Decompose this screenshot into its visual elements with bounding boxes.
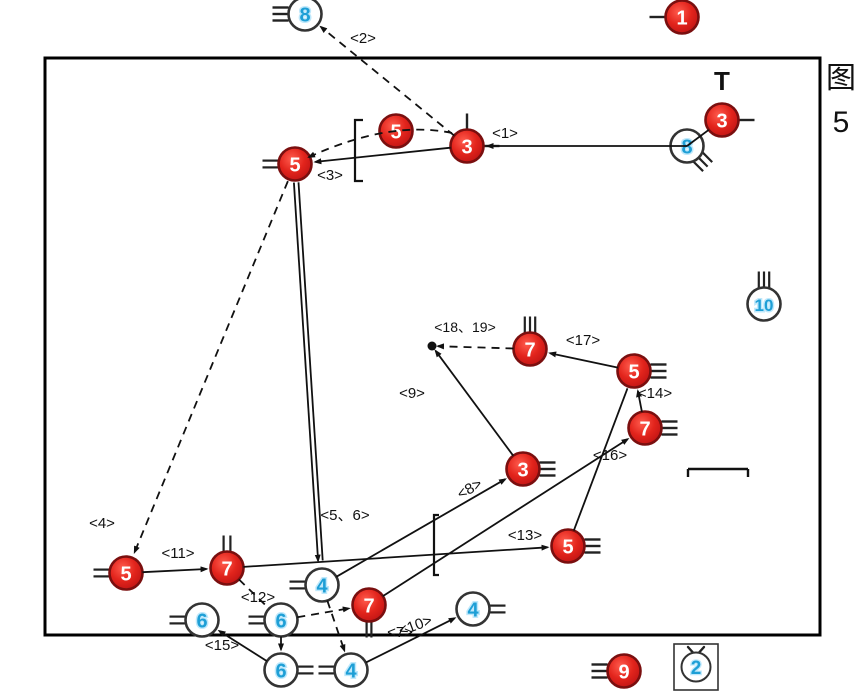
svg-text:<16>: <16>	[593, 447, 627, 464]
svg-text:<4>: <4>	[89, 515, 115, 532]
svg-text:<12>: <12>	[241, 589, 275, 606]
svg-text:7: 7	[524, 340, 535, 362]
svg-text:7: 7	[363, 596, 374, 618]
svg-text:图: 图	[826, 62, 856, 95]
svg-text:5: 5	[628, 362, 639, 384]
svg-text:8: 8	[299, 5, 310, 27]
svg-text:9: 9	[618, 662, 629, 684]
svg-text:4: 4	[345, 661, 357, 683]
svg-text:<17>: <17>	[566, 332, 600, 349]
svg-text:3: 3	[517, 460, 528, 482]
svg-text:5: 5	[289, 155, 300, 177]
svg-text:10: 10	[755, 296, 774, 315]
svg-text:3: 3	[461, 137, 472, 159]
svg-text:4: 4	[467, 600, 479, 622]
svg-text:7: 7	[639, 419, 650, 441]
svg-text:6: 6	[275, 611, 286, 633]
svg-text:1: 1	[676, 8, 687, 30]
svg-text:<5、6>: <5、6>	[320, 507, 369, 524]
svg-text:<15>: <15>	[205, 637, 239, 654]
svg-text:<8>: <8>	[454, 475, 485, 503]
svg-text:2: 2	[691, 658, 702, 679]
svg-text:8: 8	[681, 137, 692, 159]
svg-text:<11>: <11>	[161, 545, 194, 562]
svg-text:<13>: <13>	[508, 527, 542, 544]
svg-text:<3>: <3>	[317, 167, 343, 184]
svg-text:3: 3	[716, 111, 727, 133]
svg-text:<9>: <9>	[399, 385, 425, 402]
svg-text:5: 5	[120, 564, 131, 586]
svg-text:<1>: <1>	[492, 125, 518, 142]
svg-text:<18、19>: <18、19>	[434, 319, 496, 335]
svg-text:5: 5	[390, 122, 401, 144]
svg-text:5: 5	[833, 106, 850, 139]
svg-text:<2>: <2>	[350, 30, 376, 47]
svg-text:4: 4	[316, 576, 328, 598]
svg-text:7: 7	[221, 559, 232, 581]
svg-text:6: 6	[275, 661, 286, 683]
svg-text:5: 5	[562, 537, 573, 559]
svg-text:<14>: <14>	[638, 385, 672, 402]
svg-text:T: T	[714, 66, 730, 96]
svg-text:6: 6	[196, 611, 207, 633]
